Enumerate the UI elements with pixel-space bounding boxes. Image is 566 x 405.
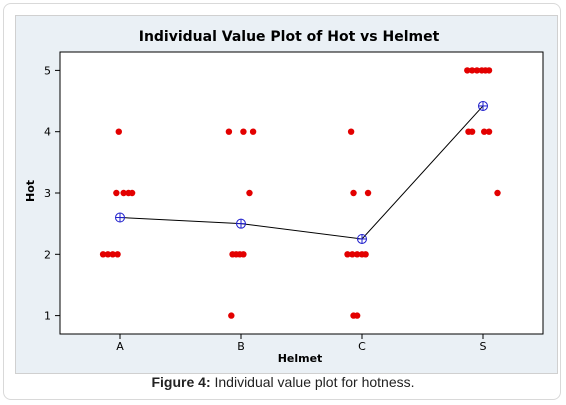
data-point bbox=[485, 128, 493, 135]
data-point bbox=[481, 128, 488, 135]
x-tick-label: A bbox=[116, 340, 124, 353]
data-point bbox=[113, 189, 120, 197]
y-tick-label: 1 bbox=[44, 310, 51, 323]
data-point bbox=[114, 251, 121, 258]
data-point bbox=[240, 251, 247, 258]
y-tick-label: 4 bbox=[44, 126, 51, 139]
data-point bbox=[246, 189, 253, 197]
data-point bbox=[468, 67, 476, 74]
data-point bbox=[353, 251, 361, 258]
y-axis-label: Hot bbox=[24, 180, 37, 202]
data-point bbox=[120, 189, 127, 197]
x-tick-label: S bbox=[480, 340, 487, 353]
data-point bbox=[468, 128, 476, 135]
data-point bbox=[115, 128, 122, 135]
chart-title: Individual Value Plot of Hot vs Helmet bbox=[139, 29, 440, 45]
data-point bbox=[347, 128, 355, 135]
data-point bbox=[353, 312, 361, 319]
data-point bbox=[464, 67, 471, 74]
data-point bbox=[485, 67, 493, 74]
x-tick-label: C bbox=[358, 340, 366, 353]
data-point bbox=[494, 189, 501, 197]
data-point bbox=[473, 67, 481, 74]
caption-label: Figure 4: bbox=[151, 374, 211, 390]
data-point bbox=[362, 251, 369, 258]
data-point bbox=[228, 312, 235, 319]
data-point bbox=[249, 128, 257, 135]
data-point bbox=[364, 189, 372, 197]
y-tick-label: 5 bbox=[44, 64, 51, 77]
caption-text: Individual value plot for hotness. bbox=[210, 374, 415, 390]
data-point bbox=[104, 251, 112, 258]
data-point bbox=[349, 251, 356, 258]
plot-area bbox=[59, 51, 544, 335]
y-tick-label: 2 bbox=[44, 248, 51, 261]
y-tick-label: 3 bbox=[44, 187, 51, 200]
x-tick-label: B bbox=[237, 340, 245, 353]
mean-connect-line bbox=[119, 105, 484, 240]
data-point bbox=[350, 189, 357, 197]
data-point bbox=[109, 251, 116, 258]
plot-area-group: 1 2 3 4 5 A B C S bbox=[44, 51, 544, 353]
data-point bbox=[240, 128, 247, 135]
data-point bbox=[99, 251, 107, 258]
figure-caption: Figure 4: Individual value plot for hotn… bbox=[0, 374, 566, 390]
data-point bbox=[128, 189, 136, 197]
data-point bbox=[225, 128, 233, 135]
x-axis-label: Helmet bbox=[278, 352, 323, 365]
data-point bbox=[344, 251, 351, 258]
